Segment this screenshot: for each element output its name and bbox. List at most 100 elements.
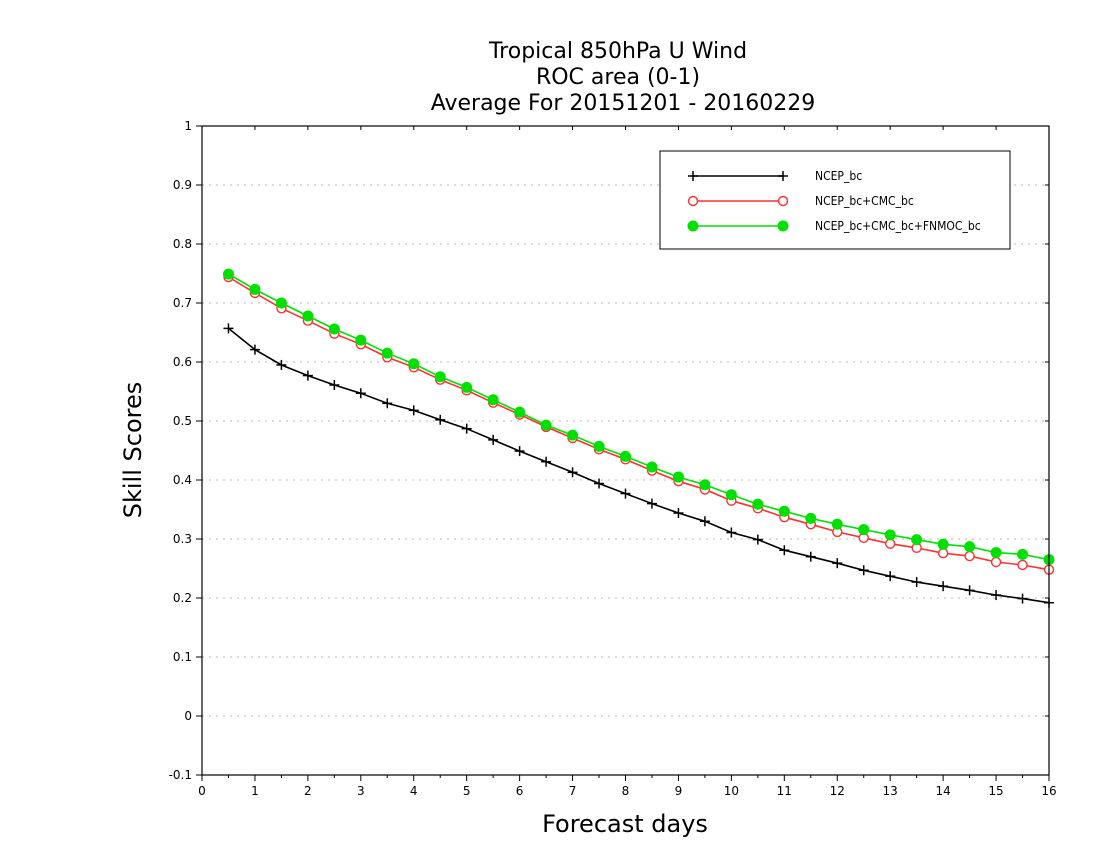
chart-title: Tropical 850hPa U Wind ROC area (0-1) Av… bbox=[431, 39, 816, 116]
data-point bbox=[884, 529, 896, 541]
y-tick-label: 0.1 bbox=[173, 650, 192, 664]
legend-marker bbox=[687, 195, 699, 207]
legend-marker bbox=[687, 220, 699, 232]
y-tick-label: 0.7 bbox=[173, 296, 192, 310]
legend-label: NCEP_bc+CMC_bc+FNMOC_bc bbox=[815, 219, 981, 233]
data-point bbox=[726, 527, 737, 538]
plot-frame bbox=[201, 125, 1050, 776]
data-point bbox=[938, 581, 949, 592]
y-tick-label: 0.5 bbox=[173, 414, 192, 428]
data-point bbox=[937, 538, 949, 550]
data-point bbox=[435, 414, 446, 425]
data-point bbox=[381, 347, 393, 359]
data-point bbox=[964, 541, 976, 553]
chart-title-line-2: ROC area (0-1) bbox=[536, 65, 700, 90]
data-point bbox=[911, 534, 923, 546]
x-tick-label: 3 bbox=[357, 784, 365, 798]
x-tick-label: 7 bbox=[569, 784, 577, 798]
chart-title-line-1: Tropical 850hPa U Wind bbox=[488, 39, 747, 64]
data-point bbox=[567, 467, 578, 478]
series-line bbox=[228, 276, 1050, 571]
legend: NCEP_bc NCEP_bc+CMC_bc NCEP_bc+CMC_bc+FNMO… bbox=[659, 150, 1011, 250]
data-point bbox=[408, 405, 419, 416]
data-point bbox=[646, 498, 657, 509]
data-point bbox=[1017, 548, 1029, 560]
y-tick-label: 0.4 bbox=[173, 473, 192, 487]
data-point bbox=[805, 512, 817, 524]
data-point bbox=[488, 434, 499, 445]
data-point bbox=[672, 471, 684, 483]
x-tick-label: 15 bbox=[988, 784, 1003, 798]
data-series bbox=[222, 268, 1055, 608]
data-point bbox=[249, 344, 260, 355]
data-point bbox=[593, 440, 605, 452]
data-point bbox=[541, 456, 552, 467]
y-tick-label: 0.2 bbox=[173, 591, 192, 605]
legend-box bbox=[659, 150, 1011, 250]
y-tick-label: -0.1 bbox=[169, 768, 192, 782]
series-line bbox=[228, 273, 1050, 561]
y-axis-label: Skill Scores bbox=[119, 382, 147, 519]
data-point bbox=[487, 394, 499, 406]
legend-item: NCEP_bc+CMC_bc bbox=[687, 194, 914, 208]
data-point bbox=[858, 524, 870, 536]
y-tick-label: 0 bbox=[184, 709, 192, 723]
grid-lines bbox=[202, 184, 1049, 717]
data-point bbox=[222, 268, 234, 280]
data-point bbox=[329, 380, 340, 391]
data-point bbox=[434, 371, 446, 383]
x-tick-label: 0 bbox=[198, 784, 206, 798]
data-point bbox=[911, 577, 922, 588]
data-point bbox=[699, 479, 711, 491]
data-point bbox=[752, 534, 763, 545]
data-point bbox=[408, 358, 420, 370]
data-point bbox=[779, 545, 790, 556]
x-tick-label: 9 bbox=[675, 784, 683, 798]
data-point bbox=[964, 550, 975, 562]
legend-marker bbox=[777, 195, 789, 207]
data-point bbox=[858, 565, 869, 576]
data-point bbox=[778, 505, 790, 517]
data-point bbox=[885, 571, 896, 582]
data-point bbox=[382, 398, 393, 409]
data-point bbox=[275, 297, 287, 309]
chart-title-line-3: Average For 20151201 - 20160229 bbox=[431, 91, 816, 116]
data-point bbox=[461, 381, 473, 393]
series-2 bbox=[222, 268, 1055, 566]
data-point bbox=[1017, 593, 1028, 604]
y-tick-label: 0.3 bbox=[173, 532, 192, 546]
x-tick-label: 1 bbox=[251, 784, 259, 798]
x-tick-label: 5 bbox=[463, 784, 471, 798]
data-point bbox=[276, 359, 287, 370]
legend-label: NCEP_bc+CMC_bc bbox=[815, 194, 914, 208]
y-tick-label: 0.6 bbox=[173, 355, 192, 369]
data-point bbox=[884, 538, 896, 549]
data-point bbox=[699, 516, 710, 527]
x-tick-label: 10 bbox=[724, 784, 739, 798]
y-tick-label: 0.8 bbox=[173, 237, 192, 251]
data-point bbox=[620, 450, 631, 462]
data-point bbox=[673, 508, 684, 519]
data-point bbox=[646, 461, 658, 473]
series-line bbox=[227, 327, 1050, 604]
y-tick-label: 1 bbox=[184, 119, 192, 133]
data-point bbox=[831, 518, 843, 530]
x-tick-label: 6 bbox=[516, 784, 524, 798]
data-point bbox=[461, 423, 472, 434]
data-point bbox=[249, 283, 261, 295]
data-point bbox=[937, 547, 949, 559]
x-tick-label: 8 bbox=[622, 784, 630, 798]
data-point bbox=[514, 446, 525, 457]
x-tick-label: 2 bbox=[304, 784, 312, 798]
data-point bbox=[991, 590, 1002, 601]
data-point bbox=[990, 556, 1002, 568]
data-point bbox=[302, 370, 313, 381]
data-point bbox=[355, 388, 366, 399]
x-axis-label: Forecast days bbox=[542, 810, 708, 838]
series-0 bbox=[223, 323, 1054, 608]
data-point bbox=[805, 551, 816, 562]
x-tick-label: 16 bbox=[1041, 784, 1056, 798]
legend-marker bbox=[778, 171, 788, 181]
x-tick-label: 4 bbox=[410, 784, 418, 798]
